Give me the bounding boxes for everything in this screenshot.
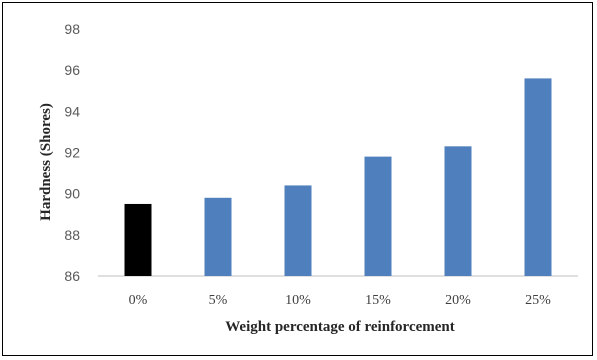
x-axis-title: Weight percentage of reinforcement bbox=[225, 319, 455, 335]
y-tick-label: 98 bbox=[64, 21, 80, 37]
y-tick-label: 88 bbox=[64, 227, 80, 243]
y-tick-label: 92 bbox=[64, 145, 80, 161]
bar-5pct bbox=[204, 197, 232, 276]
x-tick-label: 20% bbox=[445, 293, 471, 308]
y-tick-label: 86 bbox=[64, 268, 80, 284]
bar-0pct bbox=[124, 203, 152, 276]
y-tick-label: 90 bbox=[64, 186, 80, 202]
chart-frame bbox=[2, 2, 593, 356]
y-axis-title: Hardness (Shores) bbox=[38, 103, 54, 221]
x-tick-label: 5% bbox=[209, 293, 228, 308]
x-tick-label: 15% bbox=[365, 293, 391, 308]
bars bbox=[124, 78, 552, 277]
y-axis-ticks: 86 88 90 92 94 96 98 bbox=[64, 21, 80, 284]
bar-15pct bbox=[364, 156, 392, 276]
x-tick-label: 10% bbox=[285, 293, 311, 308]
bar-10pct bbox=[284, 185, 312, 276]
x-tick-label: 25% bbox=[525, 293, 551, 308]
y-tick-label: 96 bbox=[64, 62, 80, 78]
bar-25pct bbox=[524, 78, 552, 277]
x-tick-label: 0% bbox=[129, 293, 148, 308]
x-axis-ticks: 0% 5% 10% 15% 20% 25% bbox=[129, 293, 552, 308]
bar-20pct bbox=[444, 146, 472, 276]
y-tick-label: 94 bbox=[64, 103, 80, 119]
